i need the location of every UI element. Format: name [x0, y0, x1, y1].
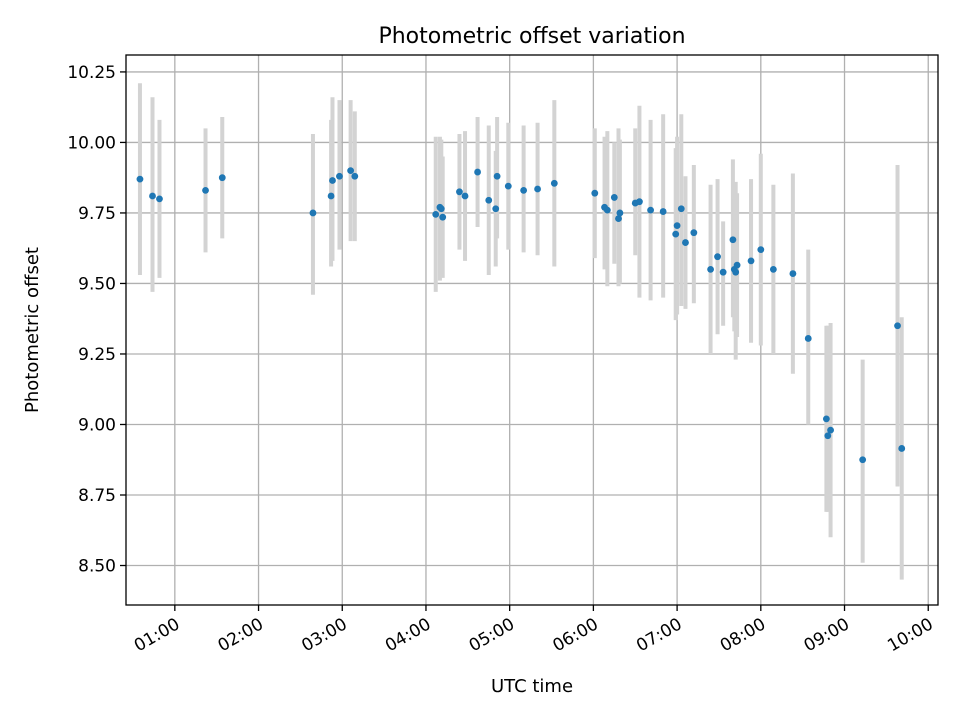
- data-point: [474, 168, 481, 176]
- data-point: [156, 195, 163, 203]
- x-axis-label: UTC time: [491, 676, 573, 697]
- data-point: [714, 253, 721, 261]
- data-point: [824, 432, 832, 440]
- data-point: [336, 172, 343, 180]
- x-axis-ticks: 01:00 02:00 03:00 04:00 05:00 06:00 07:00 08:00…: [131, 605, 937, 656]
- data-point: [898, 445, 906, 452]
- data-point: [351, 172, 359, 180]
- y-tick-label: 9.25: [78, 345, 116, 365]
- data-point: [647, 206, 654, 214]
- data-point: [729, 236, 737, 244]
- x-tick-label: 05:00: [466, 614, 518, 656]
- x-tick-label: 09:00: [801, 614, 853, 656]
- data-point: [789, 270, 797, 277]
- data-point: [673, 222, 681, 230]
- data-point: [492, 205, 500, 213]
- x-tick-label: 04:00: [382, 614, 434, 656]
- data-point: [327, 192, 335, 200]
- data-point: [149, 192, 156, 200]
- data-points: [136, 167, 906, 464]
- x-tick-label: 10:00: [884, 614, 936, 656]
- data-point: [218, 174, 226, 182]
- y-tick-label: 9.00: [78, 415, 116, 435]
- y-tick-label: 9.50: [78, 274, 116, 294]
- data-point: [534, 185, 541, 193]
- y-tick-label: 8.50: [78, 557, 116, 577]
- data-point: [690, 229, 698, 237]
- y-tick-label: 9.75: [78, 204, 116, 224]
- data-point: [202, 186, 209, 194]
- data-point: [347, 167, 355, 175]
- x-tick-label: 01:00: [131, 614, 183, 656]
- x-tick-label: 06:00: [549, 614, 601, 656]
- y-axis-label: Photometric offset: [22, 247, 43, 413]
- x-tick-label: 02:00: [215, 614, 267, 656]
- data-point: [707, 265, 714, 273]
- data-point: [437, 205, 445, 213]
- y-tick-label: 8.75: [78, 486, 116, 506]
- x-tick-label: 03:00: [298, 614, 350, 656]
- data-point: [504, 182, 512, 190]
- data-point: [894, 322, 901, 330]
- data-point: [432, 210, 440, 218]
- data-point: [485, 196, 493, 204]
- y-axis-ticks: 8.50 8.75 9.00 9.25 9.50 9.75 10.00 10.25: [67, 63, 126, 577]
- data-point: [439, 213, 447, 221]
- data-point: [659, 208, 667, 215]
- data-point: [733, 261, 741, 269]
- data-point: [309, 209, 317, 217]
- data-point: [616, 209, 624, 217]
- x-tick-label: 07:00: [633, 614, 685, 656]
- y-tick-label: 10.25: [67, 63, 116, 83]
- data-point: [610, 194, 618, 201]
- data-point: [136, 175, 144, 183]
- data-point: [804, 335, 812, 342]
- plot-frame: [125, 54, 939, 606]
- data-point: [550, 179, 558, 187]
- data-point: [719, 268, 727, 276]
- data-point: [682, 239, 689, 246]
- x-tick-label: 08:00: [717, 614, 769, 656]
- data-point: [329, 177, 336, 184]
- y-tick-label: 10.00: [67, 133, 116, 153]
- data-point: [757, 246, 765, 254]
- data-point: [591, 189, 599, 197]
- grid-lines: [126, 55, 938, 605]
- data-point: [827, 426, 834, 434]
- data-point: [456, 188, 463, 196]
- data-point: [520, 186, 528, 194]
- data-point: [615, 215, 622, 222]
- data-point: [493, 172, 501, 180]
- data-point: [859, 456, 867, 464]
- data-point: [672, 230, 680, 238]
- data-point: [747, 257, 755, 265]
- data-point: [636, 198, 643, 206]
- data-point: [603, 206, 611, 214]
- data-point: [732, 268, 740, 276]
- data-point: [677, 205, 685, 213]
- data-point: [461, 192, 469, 200]
- data-point: [822, 415, 830, 423]
- chart-title: Photometric offset variation: [378, 24, 685, 49]
- data-point: [769, 265, 777, 273]
- error-bars: [137, 83, 904, 580]
